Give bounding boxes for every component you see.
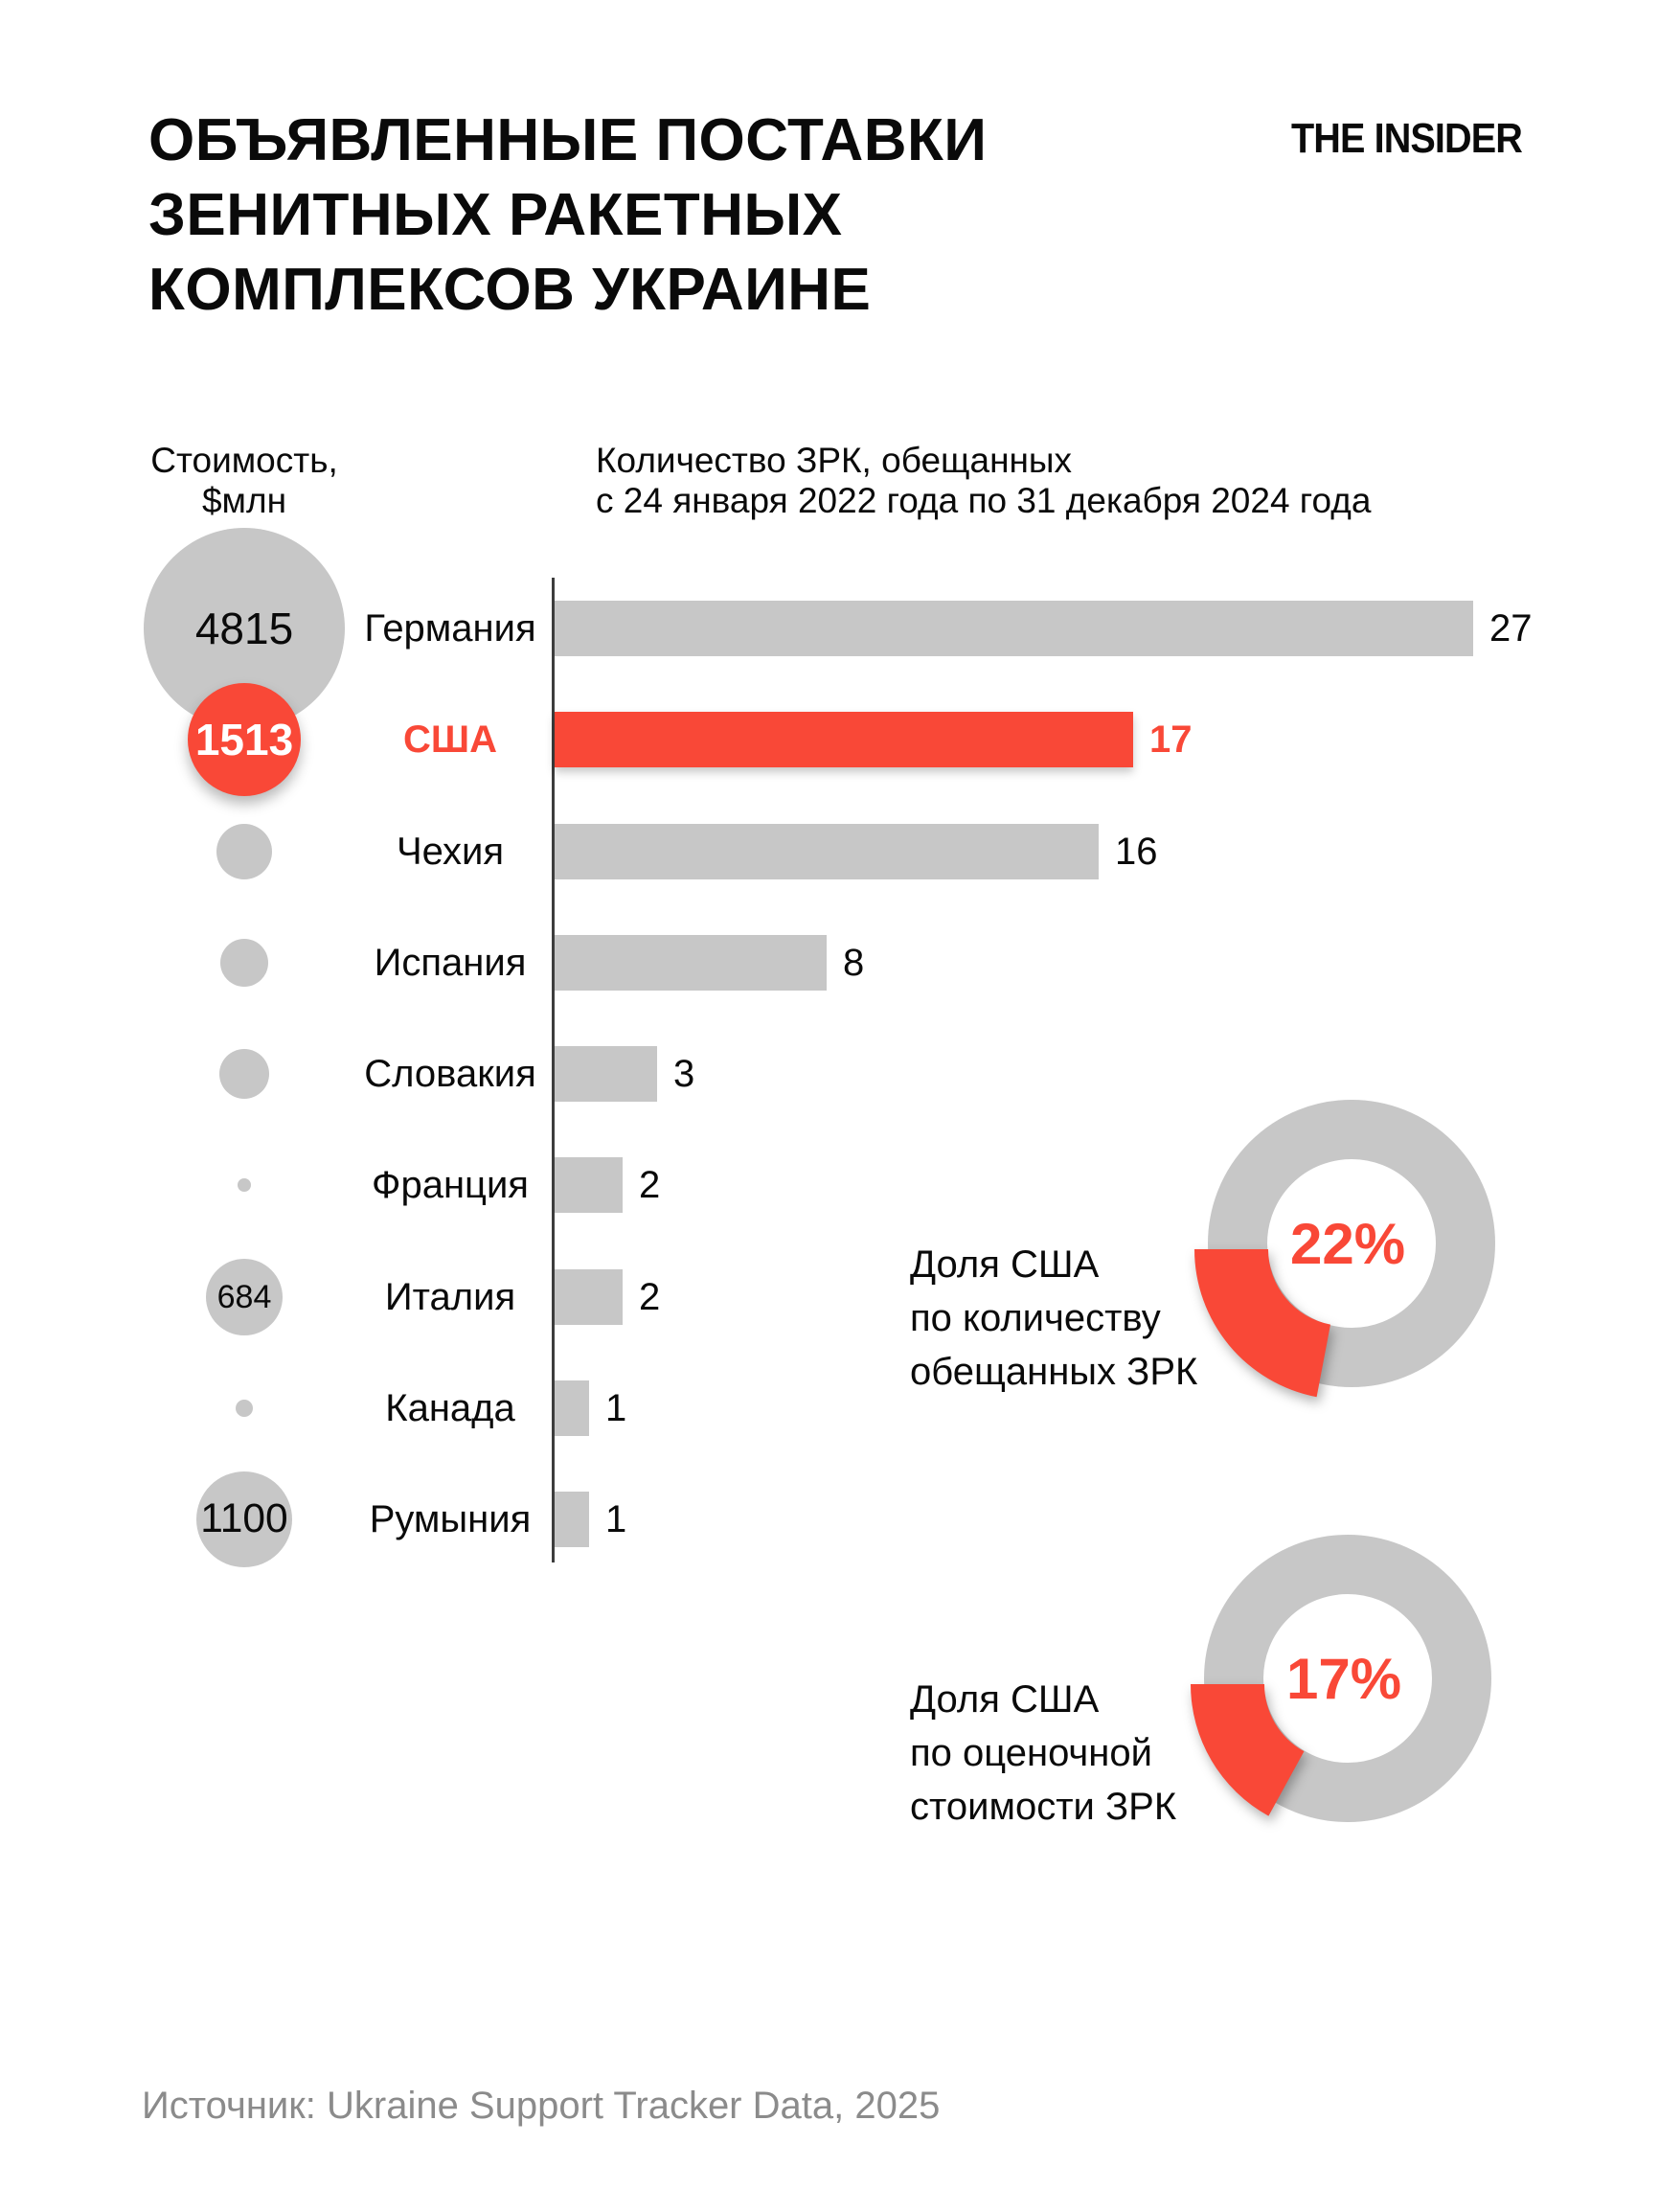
donut-chart-2: 17% xyxy=(1191,1535,1491,1822)
bar-Франция xyxy=(555,1157,623,1213)
cost-bubble-5 xyxy=(238,1178,251,1192)
source-credit: Источник: Ukraine Support Tracker Data, … xyxy=(142,2085,941,2127)
country-label-Румыния: Румыния xyxy=(369,1498,532,1540)
bar-value-Канада: 1 xyxy=(605,1387,627,1429)
cost-bubble-1: 1513 xyxy=(188,683,301,796)
brand-logo: THE INSIDER xyxy=(1291,115,1523,162)
cost-bubble-3 xyxy=(220,939,268,987)
bar-Испания xyxy=(555,935,827,991)
page-title: ОБЪЯВЛЕННЫЕ ПОСТАВКИ ЗЕНИТНЫХ РАКЕТНЫХ К… xyxy=(148,103,987,328)
country-label-Италия: Италия xyxy=(384,1276,516,1318)
donut-caption-2-line-1: Доля США xyxy=(910,1678,1100,1721)
cost-bubble-7 xyxy=(236,1400,253,1417)
title-line-2: ЗЕНИТНЫХ РАКЕТНЫХ xyxy=(148,182,843,248)
cost-header-line-1: Стоимость, xyxy=(150,441,338,480)
bar-value-Италия: 2 xyxy=(639,1276,661,1318)
bar-США xyxy=(555,712,1133,767)
bar-Чехия xyxy=(555,824,1099,879)
cost-value: 684 xyxy=(216,1278,272,1315)
cost-bubble-6: 684 xyxy=(206,1259,283,1335)
country-label-Германия: Германия xyxy=(364,607,536,650)
bar-value-Германия: 27 xyxy=(1489,607,1533,650)
donut-caption-1-line-1: Доля США xyxy=(910,1243,1100,1286)
bar-chart-axis-line xyxy=(552,578,555,1562)
bar-Словакия xyxy=(555,1046,657,1102)
cost-bubble-2 xyxy=(216,824,272,879)
bar-Канада xyxy=(555,1380,589,1436)
donut-ring xyxy=(1208,1100,1495,1387)
bar-value-Словакия: 3 xyxy=(673,1053,695,1095)
cost-bubble-8: 1100 xyxy=(196,1471,292,1567)
cost-bubble-4 xyxy=(219,1049,269,1099)
qty-header-line-2: с 24 января 2022 года по 31 декабря 2024… xyxy=(596,481,1372,520)
country-label-Испания: Испания xyxy=(374,942,527,984)
bar-value-Испания: 8 xyxy=(843,942,865,984)
bar-chart-header: Количество ЗРК, обещанных с 24 января 20… xyxy=(596,441,1515,521)
bar-Италия xyxy=(555,1269,623,1325)
donut-caption-2: Доля США по оценочной стоимости ЗРК xyxy=(910,1673,1176,1834)
bar-value-США: 17 xyxy=(1149,718,1193,761)
donut-ring xyxy=(1204,1535,1491,1822)
donut-caption-2-line-2: по оценочной xyxy=(910,1732,1152,1774)
title-line-3: КОМПЛЕКСОВ УКРАИНЕ xyxy=(148,257,872,323)
donut-caption-1-line-2: по количеству xyxy=(910,1297,1161,1339)
bar-Германия xyxy=(555,601,1473,656)
cost-value: 1100 xyxy=(200,1496,288,1541)
donut-percent-label: 22% xyxy=(1290,1212,1405,1276)
qty-header-line-1: Количество ЗРК, обещанных xyxy=(596,441,1073,480)
donut-us-share-slice xyxy=(1194,1249,1331,1398)
donut-chart-1: 22% xyxy=(1194,1100,1495,1398)
donut-caption-1-line-3: обещанных ЗРК xyxy=(910,1351,1198,1393)
bar-value-Румыния: 1 xyxy=(605,1498,627,1540)
cost-value: 4815 xyxy=(194,604,294,653)
cost-column-header: Стоимость, $млн xyxy=(96,441,393,521)
cost-header-line-2: $млн xyxy=(201,481,287,520)
bar-value-Чехия: 16 xyxy=(1115,831,1158,873)
country-label-Чехия: Чехия xyxy=(396,831,505,873)
cost-value: 1513 xyxy=(194,715,294,764)
country-label-США: США xyxy=(403,718,497,761)
country-label-Канада: Канада xyxy=(385,1387,515,1429)
donut-caption-2-line-3: стоимости ЗРК xyxy=(910,1786,1177,1828)
bar-value-Франция: 2 xyxy=(639,1164,661,1206)
title-line-1: ОБЪЯВЛЕННЫЕ ПОСТАВКИ xyxy=(148,107,988,173)
donut-percent-label: 17% xyxy=(1286,1647,1401,1711)
country-label-Словакия: Словакия xyxy=(364,1053,536,1095)
country-label-Франция: Франция xyxy=(372,1164,529,1206)
donut-caption-1: Доля США по количеству обещанных ЗРК xyxy=(910,1238,1197,1399)
donut-us-share-slice xyxy=(1191,1684,1305,1816)
bar-Румыния xyxy=(555,1492,589,1547)
